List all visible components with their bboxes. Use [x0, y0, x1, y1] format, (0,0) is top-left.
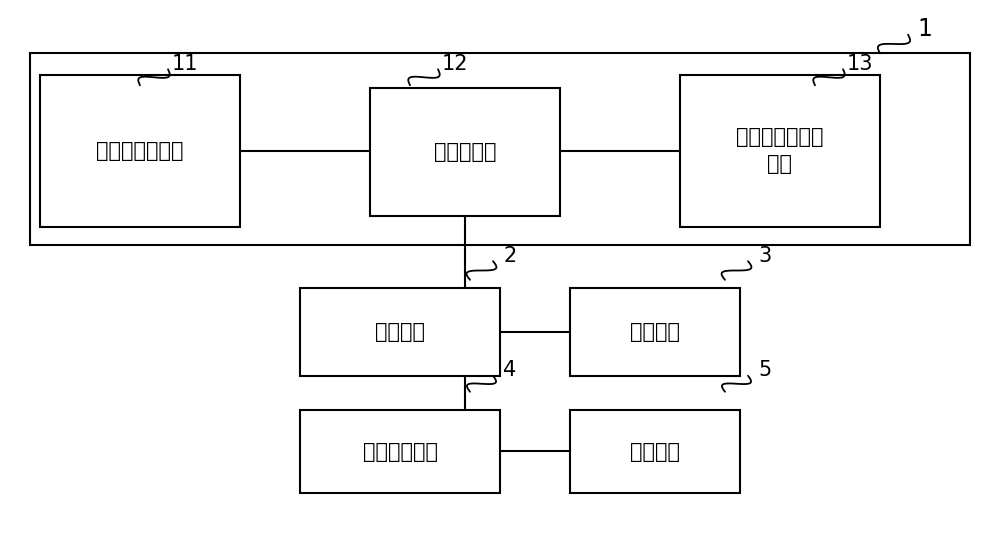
Bar	[300, 410, 500, 493]
Text: 3: 3	[758, 246, 772, 266]
Bar	[370, 88, 560, 216]
Bar	[570, 288, 740, 376]
Text: 采样电阻: 采样电阻	[630, 322, 680, 342]
Text: 电流转换器: 电流转换器	[434, 142, 496, 162]
Bar	[300, 288, 500, 376]
Text: 通信模块: 通信模块	[630, 442, 680, 462]
Bar	[680, 75, 880, 227]
Bar	[40, 75, 240, 227]
Bar	[570, 410, 740, 493]
Text: 5: 5	[758, 360, 772, 381]
Text: 信号处理单元: 信号处理单元	[362, 442, 438, 462]
Text: 13: 13	[847, 54, 873, 74]
Text: 待测绕组: 待测绕组	[375, 322, 425, 342]
Text: 高频电压信号源: 高频电压信号源	[96, 141, 184, 160]
Text: 高压功率运算放
大器: 高压功率运算放 大器	[736, 127, 824, 174]
Bar	[30, 53, 970, 245]
Text: 1: 1	[918, 17, 932, 42]
Text: 4: 4	[503, 360, 517, 381]
Text: 11: 11	[172, 54, 198, 74]
Text: 2: 2	[503, 246, 517, 266]
Text: 12: 12	[442, 54, 468, 74]
